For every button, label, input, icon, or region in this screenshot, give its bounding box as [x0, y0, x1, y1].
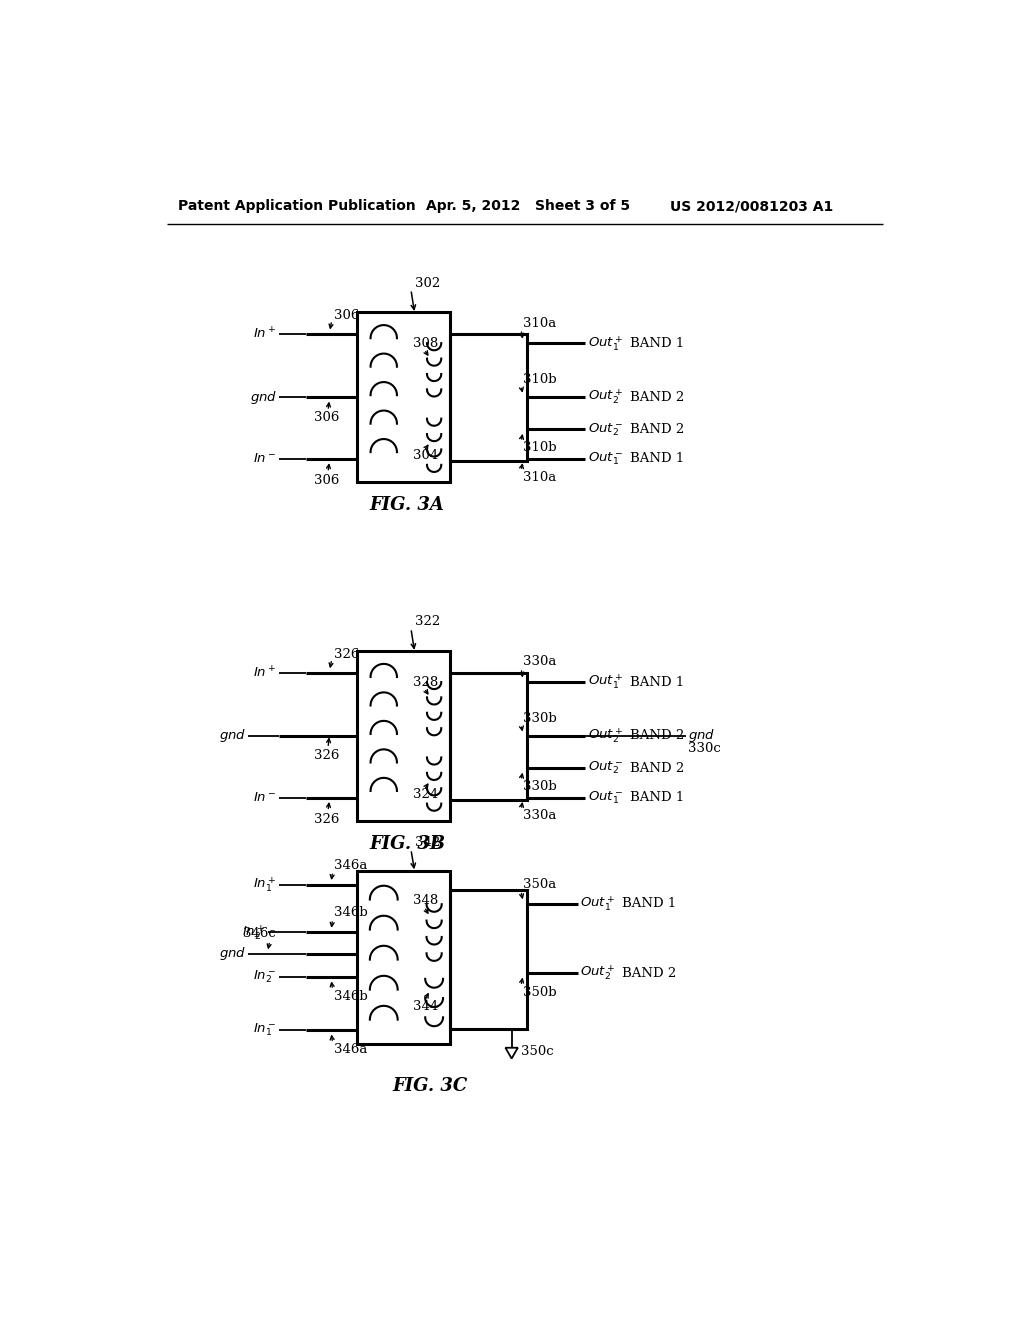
Text: 326: 326 — [334, 648, 359, 661]
Text: 322: 322 — [415, 615, 440, 628]
Text: $Out_2^-$: $Out_2^-$ — [588, 421, 623, 438]
Bar — [356, 313, 450, 482]
Text: Patent Application Publication: Patent Application Publication — [178, 199, 416, 213]
Bar — [356, 871, 450, 1044]
Text: $Out_1^+$: $Out_1^+$ — [580, 895, 615, 913]
Text: $Out_1^+$: $Out_1^+$ — [588, 673, 623, 692]
Text: US 2012/0081203 A1: US 2012/0081203 A1 — [671, 199, 834, 213]
Text: 306: 306 — [334, 309, 359, 322]
Text: 324: 324 — [414, 788, 438, 801]
Text: $In_2^+$: $In_2^+$ — [242, 923, 265, 941]
Text: BAND 1: BAND 1 — [630, 337, 684, 350]
Text: 350b: 350b — [523, 986, 557, 999]
Text: FIG. 3C: FIG. 3C — [392, 1077, 468, 1096]
Text: $Out_1^-$: $Out_1^-$ — [588, 789, 623, 805]
Text: 326: 326 — [314, 813, 340, 825]
Text: BAND 1: BAND 1 — [630, 676, 684, 689]
Text: $In_1^+$: $In_1^+$ — [253, 875, 276, 894]
Text: $gnd$: $gnd$ — [688, 727, 716, 744]
Text: 310a: 310a — [523, 317, 556, 330]
Text: $Out_1^-$: $Out_1^-$ — [588, 450, 623, 467]
Text: $In^+$: $In^+$ — [253, 326, 276, 342]
Text: BAND 2: BAND 2 — [630, 762, 684, 775]
Text: 304: 304 — [414, 449, 438, 462]
Text: 330a: 330a — [523, 809, 557, 822]
Text: 346a: 346a — [334, 859, 368, 871]
Bar — [356, 651, 450, 821]
Text: $In^+$: $In^+$ — [253, 665, 276, 680]
Bar — [450, 334, 527, 461]
Text: BAND 2: BAND 2 — [630, 730, 684, 742]
Text: 346c: 346c — [244, 927, 276, 940]
Text: 310a: 310a — [523, 471, 556, 483]
Text: 346b: 346b — [334, 990, 368, 1003]
Text: $gnd$: $gnd$ — [218, 727, 246, 744]
Text: $Out_2^-$: $Out_2^-$ — [588, 760, 623, 776]
Text: $gnd$: $gnd$ — [250, 388, 276, 405]
Text: FIG. 3B: FIG. 3B — [369, 834, 445, 853]
Text: 330b: 330b — [523, 780, 557, 793]
Text: 310b: 310b — [523, 372, 557, 385]
Text: BAND 1: BAND 1 — [630, 453, 684, 465]
Text: BAND 2: BAND 2 — [630, 391, 684, 404]
Text: BAND 1: BAND 1 — [623, 898, 677, 911]
Text: $gnd$: $gnd$ — [218, 945, 246, 962]
Text: 328: 328 — [414, 676, 438, 689]
Text: $Out_2^+$: $Out_2^+$ — [588, 726, 623, 746]
Text: 330b: 330b — [523, 711, 557, 725]
Text: 330a: 330a — [523, 656, 557, 668]
Text: BAND 2: BAND 2 — [623, 966, 677, 979]
Text: 310b: 310b — [523, 441, 557, 454]
Text: $In_1^-$: $In_1^-$ — [253, 1022, 276, 1039]
Text: 350c: 350c — [521, 1045, 554, 1059]
Text: 348: 348 — [414, 894, 438, 907]
Text: 330c: 330c — [687, 742, 720, 755]
Text: $In^-$: $In^-$ — [253, 791, 276, 804]
Text: FIG. 3A: FIG. 3A — [370, 496, 444, 513]
Text: 326: 326 — [314, 750, 340, 763]
Text: Apr. 5, 2012   Sheet 3 of 5: Apr. 5, 2012 Sheet 3 of 5 — [426, 199, 631, 213]
Text: 350a: 350a — [523, 878, 556, 891]
Text: $Out_1^+$: $Out_1^+$ — [588, 334, 623, 352]
Text: 342: 342 — [415, 837, 440, 850]
Text: 306: 306 — [314, 411, 340, 424]
Text: $Out_2^+$: $Out_2^+$ — [588, 388, 623, 407]
Text: 308: 308 — [414, 337, 438, 350]
Text: 346a: 346a — [334, 1043, 368, 1056]
Text: BAND 1: BAND 1 — [630, 791, 684, 804]
Text: 346b: 346b — [334, 907, 368, 920]
Text: 306: 306 — [314, 474, 340, 487]
Text: 344: 344 — [414, 1001, 438, 1014]
Bar — [450, 673, 527, 800]
Bar — [450, 890, 527, 1028]
Text: $Out_2^+$: $Out_2^+$ — [580, 964, 615, 982]
Text: $In_2^-$: $In_2^-$ — [253, 969, 276, 985]
Text: $In^-$: $In^-$ — [253, 453, 276, 465]
Text: BAND 2: BAND 2 — [630, 422, 684, 436]
Text: 302: 302 — [415, 277, 440, 289]
